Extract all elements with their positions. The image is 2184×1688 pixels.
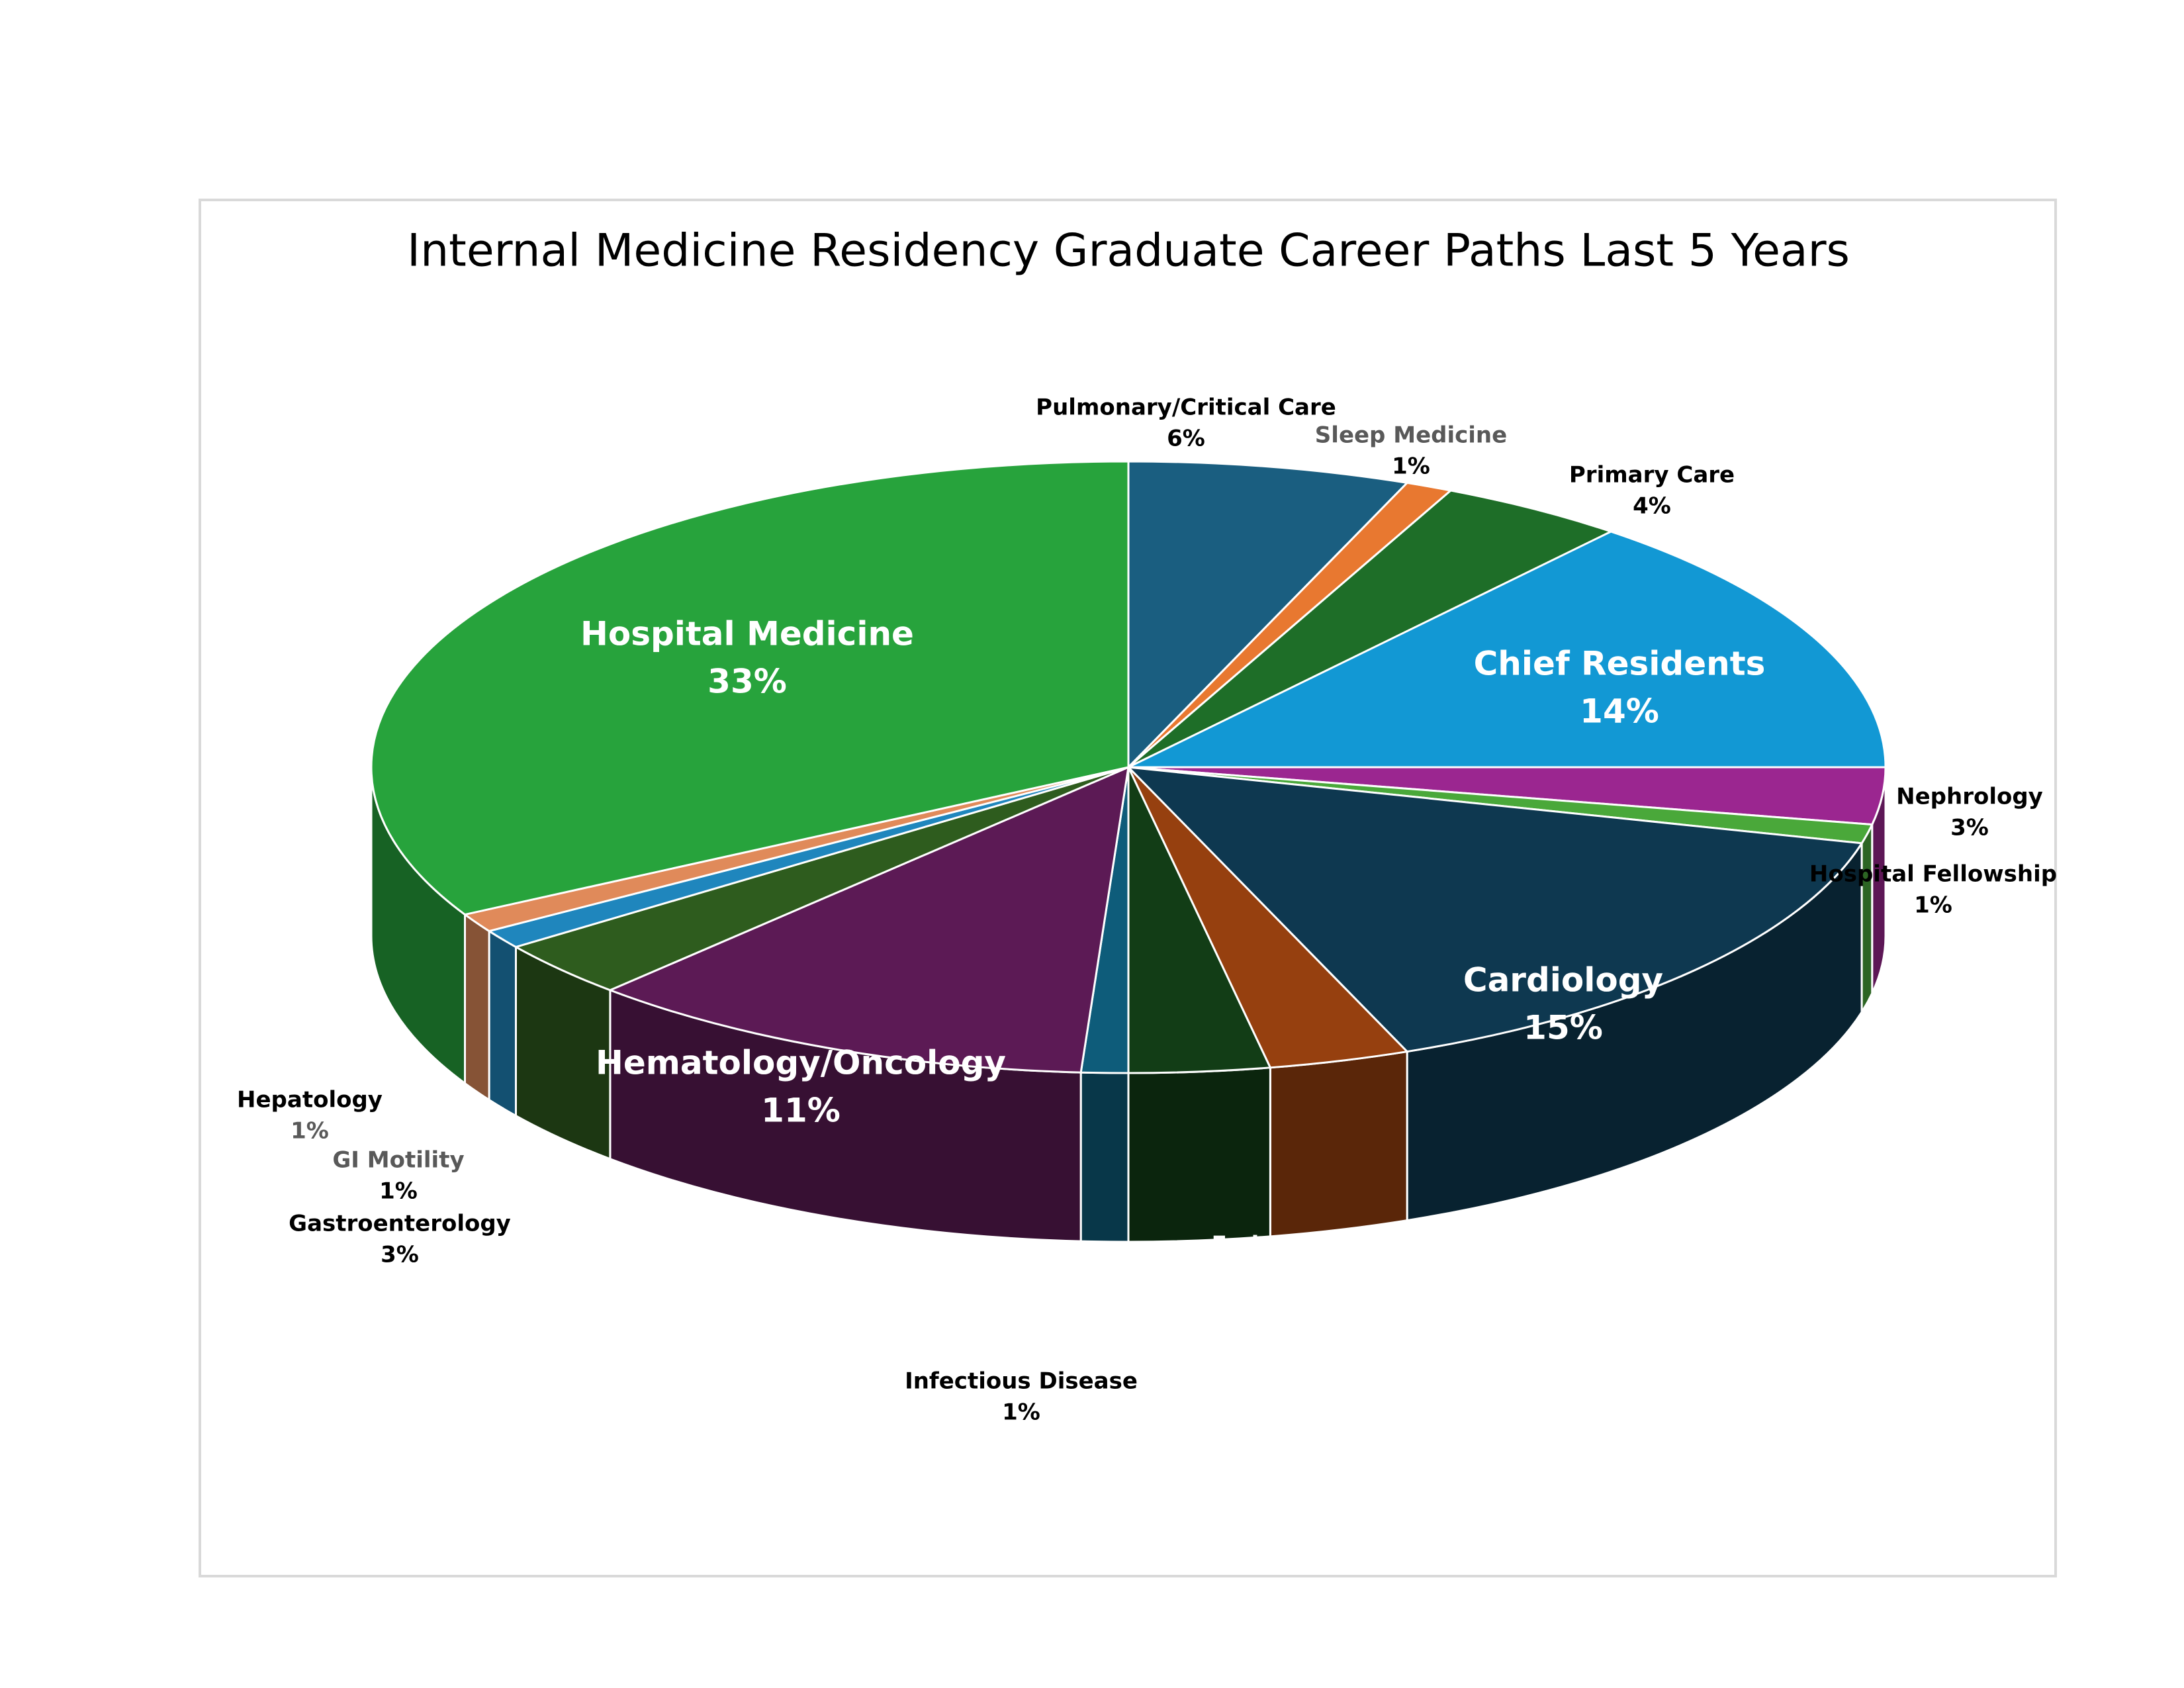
slice: [1126, 766, 1864, 1053]
data-label-value: 3%: [381, 1242, 419, 1268]
data-label-value: 1%: [291, 1118, 329, 1145]
data-label-value: 1%: [1392, 453, 1430, 480]
chart-title: Internal Medicine Residency Graduate Car…: [407, 225, 1850, 277]
slice: [1127, 460, 1410, 770]
data-label-name: Pulmonary/Critical Care: [1036, 395, 1336, 421]
slice: [1128, 489, 1614, 769]
data-label-value: 1%: [1002, 1399, 1040, 1426]
slice-side: [1269, 1050, 1408, 1238]
slice-side: [488, 929, 517, 1118]
slice-side: [1127, 1066, 1271, 1243]
data-label-value: 6%: [1167, 426, 1205, 452]
data-label-value: 15%: [1524, 1009, 1603, 1047]
slice: [607, 765, 1130, 1074]
data-label-name: Hematology/Oncology: [596, 1044, 1006, 1082]
data-label-value: 14%: [1580, 692, 1659, 731]
data-label-name: Chief Residents: [1474, 645, 1766, 683]
data-label-name: GI Motility: [332, 1147, 464, 1174]
data-label-name: Primary Care: [1569, 462, 1735, 489]
data-label-name: Endocrinology: [1212, 1232, 1392, 1258]
data-label-value: 3%: [1109, 1317, 1148, 1344]
data-label-value: 4%: [1633, 493, 1671, 520]
data-label-name: Infectious Disease: [905, 1368, 1138, 1395]
slice: [370, 460, 1130, 916]
data-label-name: Hospital Fellowship: [1809, 861, 2057, 888]
data-label-value: 1%: [379, 1178, 418, 1205]
data-label-value: 1%: [1914, 892, 1952, 919]
data-label-value: 3%: [1950, 815, 1989, 841]
data-label-name: Hospital Medicine: [580, 615, 914, 653]
data-label-value: 11%: [761, 1092, 841, 1130]
slice-side: [1079, 1071, 1130, 1243]
data-label-name: Hepatology: [237, 1087, 383, 1113]
slice-side: [1860, 823, 1874, 1016]
data-label-name: Gastroenterology: [289, 1211, 511, 1237]
data-label-name: Sleep Medicine: [1315, 422, 1507, 449]
data-label-name: Rheumatology: [1036, 1286, 1220, 1313]
data-label-value: 33%: [707, 663, 787, 701]
slice: [1128, 530, 1887, 769]
data-label-name: Cardiology: [1463, 961, 1663, 1000]
slice-side: [464, 912, 490, 1102]
data-label-name: Nephrology: [1896, 784, 2043, 810]
data-label-value: 3%: [1283, 1263, 1321, 1289]
